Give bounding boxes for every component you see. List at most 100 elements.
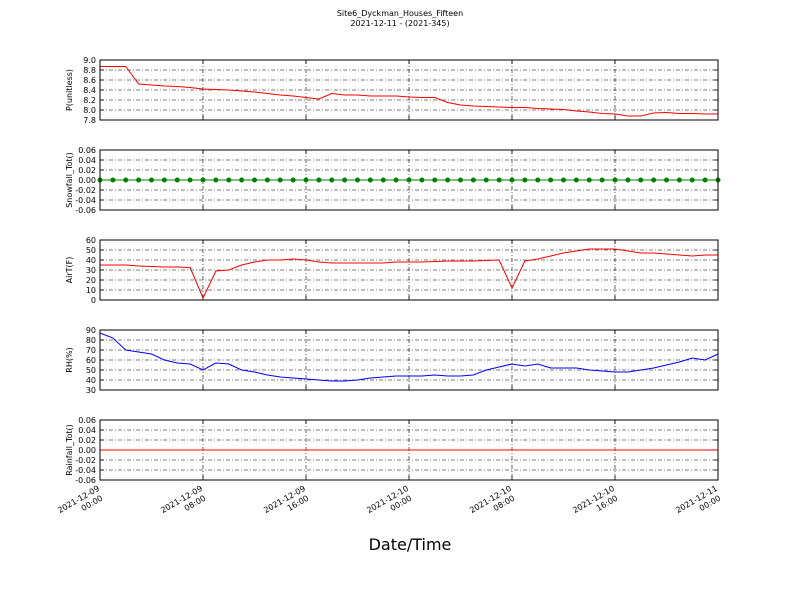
y-axis-label: Rainfall_Tot() <box>65 424 74 476</box>
y-tick-label: 8.6 <box>83 76 96 85</box>
point <box>149 177 154 183</box>
plot-frame <box>99 419 719 481</box>
y-axis-label: RH(%) <box>65 347 74 372</box>
y-tick-label: -0.06 <box>75 206 96 215</box>
y-tick-label: 60 <box>86 236 96 245</box>
plot-frame <box>99 239 719 301</box>
series-line <box>100 66 718 117</box>
point <box>200 177 206 183</box>
point <box>496 177 502 183</box>
y-tick-label: 90 <box>86 326 96 335</box>
plot-frame <box>99 59 719 121</box>
point <box>277 177 283 183</box>
point <box>445 177 451 183</box>
y-tick-label: 0.02 <box>78 166 96 175</box>
plot-frame <box>99 149 719 211</box>
point <box>406 177 412 183</box>
x-tick-label: 2021-12-0900:00 <box>56 484 106 524</box>
y-tick-label: 8.8 <box>83 66 96 75</box>
y-tick-label: 80 <box>86 336 96 345</box>
point <box>226 177 232 183</box>
y-tick-label: 0.04 <box>78 426 96 435</box>
series-line <box>99 332 719 382</box>
y-tick-label: 0 <box>91 296 96 305</box>
point <box>702 177 708 183</box>
point <box>432 177 438 183</box>
point <box>625 177 631 183</box>
point <box>342 177 348 183</box>
point <box>651 177 657 183</box>
point <box>355 177 360 183</box>
point <box>161 177 167 183</box>
x-tick-label: 2021-12-1008:00 <box>468 484 518 524</box>
point <box>110 177 116 183</box>
y-axis-label: Snowfall_Tot() <box>65 152 74 208</box>
y-tick-label: 0.00 <box>78 446 96 455</box>
point <box>522 177 528 183</box>
y-tick-label: 9.0 <box>83 56 96 65</box>
y-tick-label: 0.06 <box>78 146 96 155</box>
y-tick-label: 20 <box>86 276 96 285</box>
y-tick-label: 50 <box>86 246 96 255</box>
y-tick-label: -0.02 <box>75 456 96 465</box>
y-tick-label: 60 <box>86 356 96 365</box>
y-tick-label: 8.0 <box>83 106 96 115</box>
point <box>470 177 476 183</box>
point <box>316 177 322 183</box>
point <box>573 177 579 183</box>
x-tick-label: 2021-12-1000:00 <box>365 484 415 524</box>
y-tick-label: 0.04 <box>78 156 96 165</box>
point <box>676 177 682 183</box>
point <box>586 177 592 183</box>
y-tick-label: 30 <box>86 266 96 275</box>
y-tick-label: 8.4 <box>83 86 96 95</box>
series-line <box>100 248 718 300</box>
point <box>393 177 399 183</box>
point <box>599 177 605 183</box>
point <box>303 177 309 183</box>
y-tick-label: 40 <box>86 376 96 385</box>
point <box>187 177 193 183</box>
point <box>638 177 644 183</box>
plot-frame <box>99 329 719 391</box>
point <box>535 177 541 183</box>
y-axis-label: P(unitless) <box>65 69 74 111</box>
point <box>561 177 566 183</box>
x-tick-label: 2021-12-1016:00 <box>571 484 621 524</box>
y-tick-label: 40 <box>86 256 96 265</box>
point <box>458 177 463 183</box>
point <box>213 177 219 183</box>
point <box>239 177 245 183</box>
y-tick-label: 10 <box>86 286 96 295</box>
point <box>123 177 129 183</box>
point <box>290 177 296 183</box>
y-tick-label: -0.04 <box>75 466 96 475</box>
y-tick-label: 50 <box>86 366 96 375</box>
chart-subtitle: 2021-12-11 - (2021-345) <box>350 19 449 28</box>
x-tick-label: 2021-12-1100:00 <box>674 484 724 524</box>
y-tick-label: -0.02 <box>75 186 96 195</box>
chart-title: Site6_Dyckman_Houses_Fifteen <box>337 9 463 18</box>
y-tick-label: 70 <box>86 346 96 355</box>
point <box>380 177 386 183</box>
point <box>664 177 669 183</box>
point <box>264 177 270 183</box>
point <box>329 177 335 183</box>
y-tick-label: 0.00 <box>78 176 96 185</box>
x-axis-label: Date/Time <box>369 535 452 554</box>
point <box>136 177 142 183</box>
point <box>509 177 515 183</box>
x-tick-label: 2021-12-0916:00 <box>262 484 312 524</box>
point <box>174 177 180 183</box>
y-tick-label: 30 <box>86 386 96 395</box>
point <box>367 177 373 183</box>
point <box>612 177 618 183</box>
y-tick-label: 7.8 <box>83 116 96 125</box>
y-axis-label: AirT(F) <box>65 257 74 284</box>
y-tick-label: -0.04 <box>75 196 96 205</box>
y-tick-label: 8.2 <box>83 96 96 105</box>
y-tick-label: -0.06 <box>75 476 96 485</box>
point <box>252 177 257 183</box>
y-tick-label: 0.02 <box>78 436 96 445</box>
